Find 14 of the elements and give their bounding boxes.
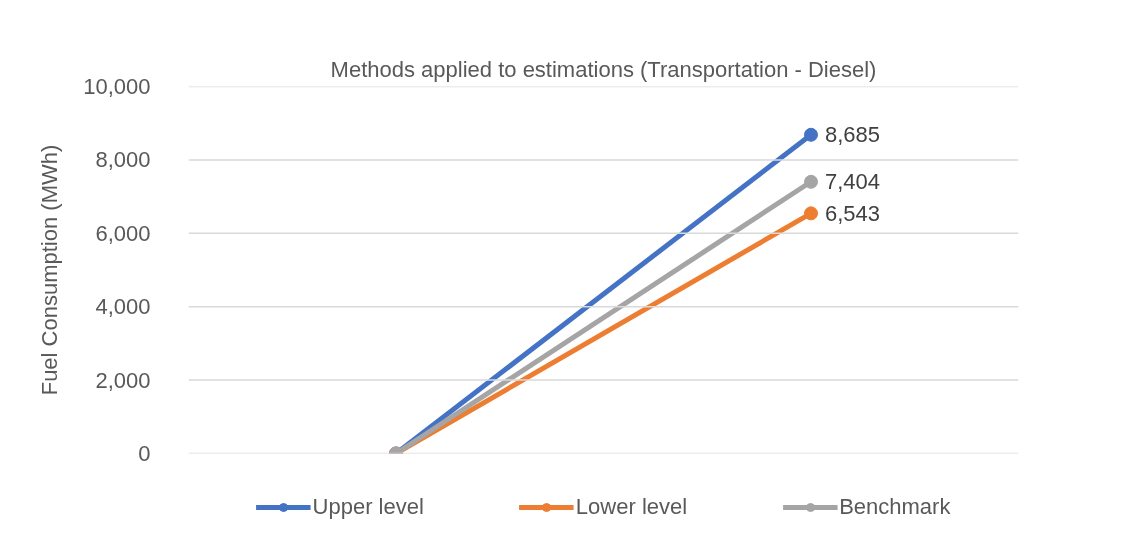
chart-title: Methods applied to estimations (Transportation - Diesel) [330, 56, 877, 82]
y-tick-label: 8,000 [95, 147, 151, 173]
data-label: 8,685 [825, 122, 881, 148]
y-tick-label: 2,000 [95, 367, 151, 393]
y-tick-label: 4,000 [95, 294, 151, 320]
y-tick-label: 0 [138, 441, 151, 466]
legend-label: Lower level [575, 494, 688, 520]
y-tick-label: 10,000 [83, 74, 151, 99]
data-label: 7,404 [825, 169, 881, 195]
legend-label: Benchmark [839, 494, 951, 520]
y-tick-label: 6,000 [95, 220, 151, 246]
legend-label: Upper level [312, 494, 424, 520]
data-label: 6,543 [825, 200, 881, 226]
y-axis-title: Fuel Consumption (MWh) [37, 144, 63, 396]
